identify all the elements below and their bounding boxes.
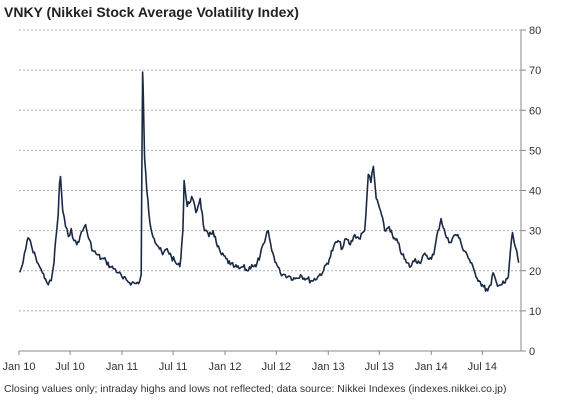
gridlines bbox=[19, 29, 521, 312]
chart-title: VNKY (Nikkei Stock Average Volatility In… bbox=[4, 4, 299, 20]
y-tick-label: 50 bbox=[529, 145, 541, 157]
x-tick-label: Jul 12 bbox=[262, 361, 291, 373]
y-tick-label: 0 bbox=[529, 346, 535, 358]
y-tick-labels: 0 10 20 30 40 50 60 70 80 bbox=[529, 25, 541, 358]
y-tick-label: 10 bbox=[529, 306, 541, 318]
series-layer bbox=[19, 71, 520, 292]
y-tick-label: 40 bbox=[529, 186, 541, 198]
y-tick-label: 80 bbox=[529, 25, 541, 37]
x-tick-label: Jul 10 bbox=[55, 361, 84, 373]
y-tick-label: 60 bbox=[529, 105, 541, 117]
y-tick-label: 70 bbox=[529, 65, 541, 77]
y-tick-label: 20 bbox=[529, 266, 541, 278]
x-tick-label: Jan 14 bbox=[415, 361, 448, 373]
x-tick-label: Jan 11 bbox=[106, 361, 138, 373]
x-tick-labels: Jan 10 Jul 10 Jan 11 Jul 11 Jan 12 Jul 12 Jan … bbox=[2, 361, 497, 373]
x-tick-label: Jan 12 bbox=[208, 361, 241, 373]
x-tick-label: Jan 13 bbox=[312, 361, 345, 373]
x-tick-label: Jan 10 bbox=[2, 361, 35, 373]
y-tick-label: 30 bbox=[529, 226, 541, 238]
x-tick-label: Jul 14 bbox=[468, 361, 497, 373]
chart-footnote: Closing values only; intraday highs and … bbox=[4, 383, 507, 395]
vnky-series-line bbox=[19, 71, 520, 292]
x-tick-label: Jul 11 bbox=[159, 361, 188, 373]
axes bbox=[18, 29, 526, 355]
x-tick-label: Jul 13 bbox=[365, 361, 394, 373]
